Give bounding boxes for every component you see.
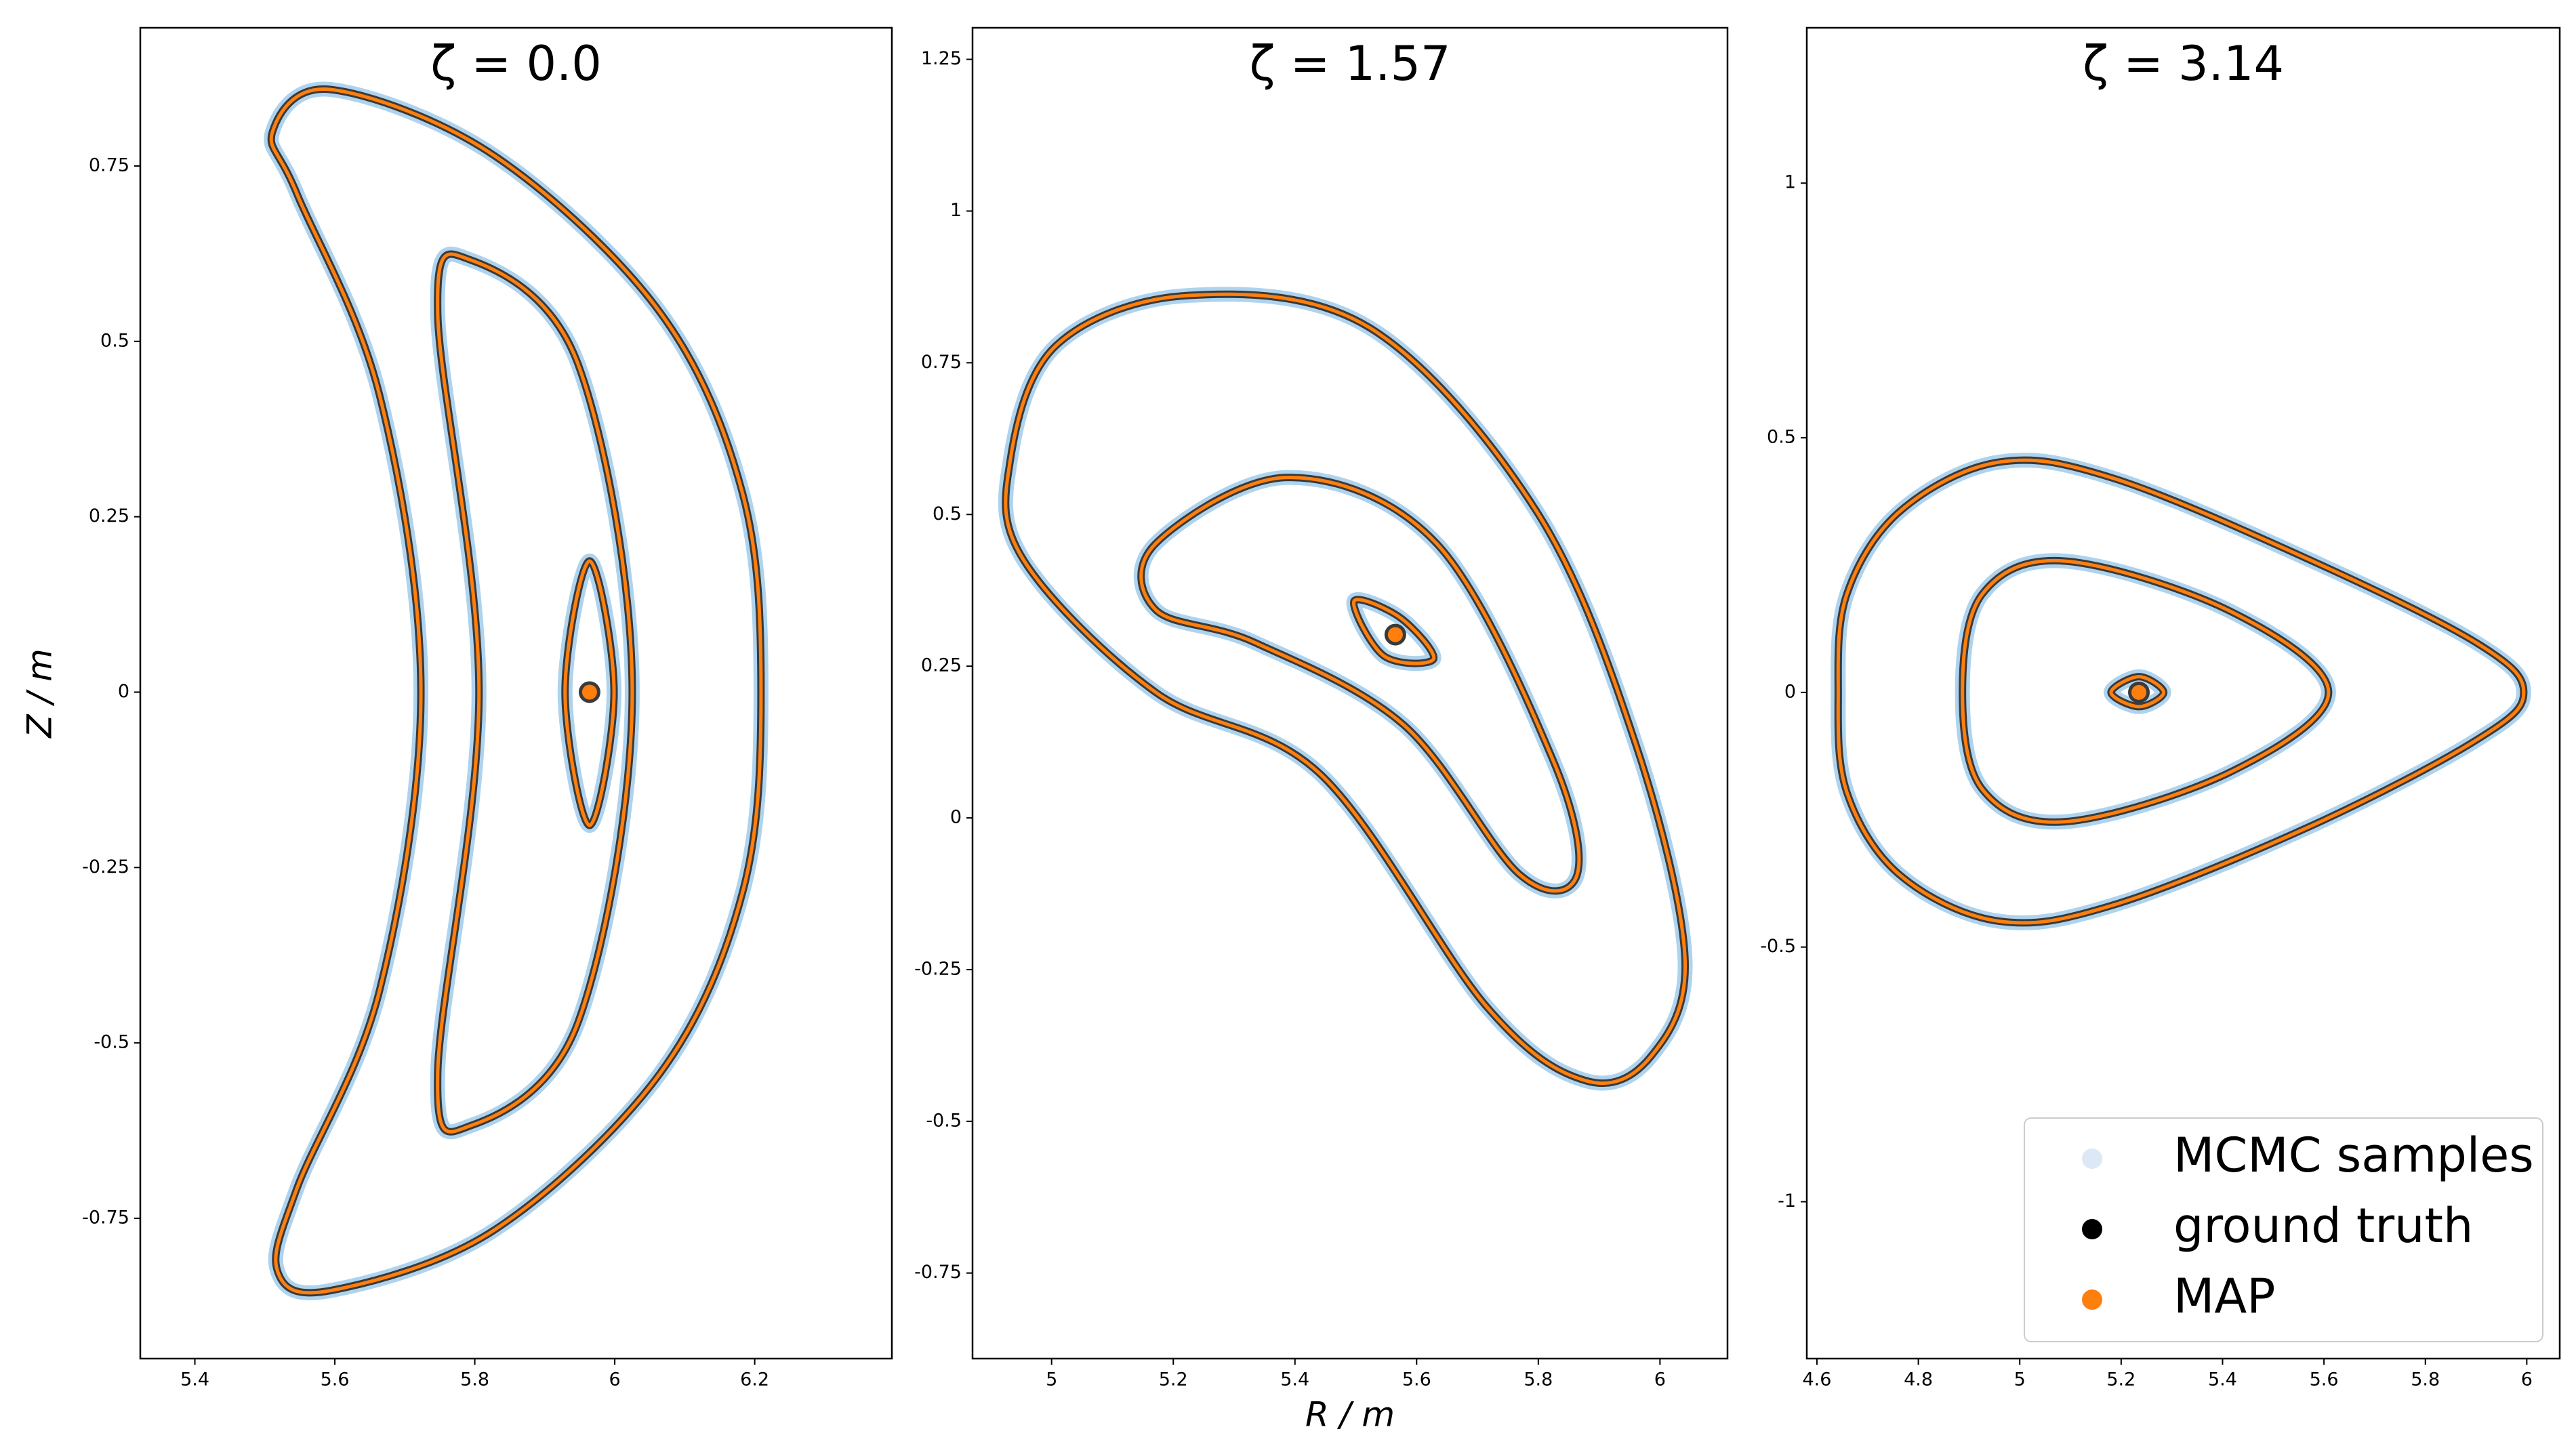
truth-surface bbox=[1834, 456, 2528, 927]
panel-title: ζ = 3.14 bbox=[2083, 36, 2284, 91]
x-tick-label: 5.6 bbox=[321, 1369, 350, 1390]
axes-frame bbox=[1805, 26, 2561, 1360]
plot-area bbox=[1831, 453, 2531, 930]
y-tick-label: 0.75 bbox=[89, 154, 129, 175]
x-tick-label: 6 bbox=[609, 1369, 621, 1390]
x-tick-label: 5 bbox=[2014, 1369, 2026, 1390]
y-tick-label: -0.5 bbox=[1760, 936, 1796, 957]
y-tick-label: -0.5 bbox=[926, 1110, 962, 1131]
legend: MCMC samples ground truth MAP bbox=[2024, 1117, 2543, 1342]
truth-surface bbox=[434, 250, 636, 1136]
map-surface bbox=[269, 87, 763, 1295]
y-tick-label: 1 bbox=[1784, 172, 1796, 193]
y-tick-label: 1 bbox=[950, 200, 962, 221]
map-surface bbox=[563, 559, 616, 827]
legend-marker bbox=[2082, 1149, 2102, 1169]
x-tick-label: 5.6 bbox=[1402, 1369, 1431, 1390]
legend-marker bbox=[2082, 1289, 2102, 1310]
y-tick-label: 0.25 bbox=[89, 505, 129, 526]
plot-area bbox=[264, 81, 769, 1300]
samples-surface bbox=[430, 247, 640, 1140]
map-surface bbox=[1004, 292, 1688, 1086]
y-tick-label: 0.5 bbox=[1767, 427, 1796, 448]
legend-label: ground truth bbox=[2173, 1198, 2473, 1254]
y-tick-label: -0.75 bbox=[82, 1207, 129, 1228]
legend-marker bbox=[2082, 1219, 2102, 1239]
map-surface bbox=[1352, 598, 1436, 665]
x-tick-label: 5 bbox=[1046, 1369, 1057, 1390]
x-tick-label: 6 bbox=[2521, 1369, 2533, 1390]
x-tick-label: 5.8 bbox=[2411, 1369, 2440, 1390]
x-tick-label: 6.2 bbox=[740, 1369, 769, 1390]
map-surface bbox=[2109, 675, 2166, 709]
panel: 5.4 5.6 5.8 6 6.2 -0.75 -0.5 -0.25 0 0.25 0.5 0.75 ζ… bbox=[20, 26, 893, 1390]
x-tick-label: 4.8 bbox=[1904, 1369, 1933, 1390]
x-tick-label: 5.2 bbox=[2106, 1369, 2135, 1390]
x-tick-label: 6 bbox=[1654, 1369, 1666, 1390]
y-axis-label: Z / m bbox=[20, 648, 60, 739]
y-tick-label: 0 bbox=[1784, 681, 1796, 702]
axis-point-map bbox=[2131, 684, 2147, 700]
y-tick-label: 0 bbox=[118, 681, 129, 702]
truth-surface bbox=[267, 85, 765, 1297]
panel-title: ζ = 1.57 bbox=[1249, 36, 1450, 91]
map-surface bbox=[1139, 476, 1581, 893]
axis-point-map bbox=[1387, 627, 1403, 642]
x-tick-label: 4.6 bbox=[1802, 1369, 1831, 1390]
y-tick-label: -0.5 bbox=[94, 1032, 129, 1053]
y-tick-label: -0.75 bbox=[914, 1262, 962, 1283]
legend-label: MAP bbox=[2173, 1268, 2276, 1324]
y-tick-label: -0.25 bbox=[82, 856, 129, 877]
x-tick-label: 5.4 bbox=[2208, 1369, 2237, 1390]
axes-frame bbox=[139, 26, 893, 1360]
map-surface bbox=[1961, 558, 2331, 824]
x-tick-label: 5.8 bbox=[460, 1369, 489, 1390]
map-surface bbox=[1836, 458, 2526, 925]
y-tick-label: 0.5 bbox=[933, 503, 962, 524]
samples-surface bbox=[1831, 453, 2531, 930]
y-tick-label: 0.5 bbox=[100, 330, 129, 351]
y-tick-label: 0.25 bbox=[921, 655, 962, 676]
axis-point-map bbox=[581, 684, 597, 700]
y-tick-label: -1 bbox=[1778, 1191, 1796, 1212]
panel-title: ζ = 0.0 bbox=[430, 36, 602, 91]
panel: 5 5.2 5.4 5.6 5.8 6 -0.75 -0.5 -0.25 0 0.25 0.5 0.75… bbox=[914, 26, 1729, 1434]
y-tick-label: 1.25 bbox=[921, 48, 962, 69]
x-tick-label: 5.8 bbox=[1524, 1369, 1553, 1390]
map-surface bbox=[436, 252, 634, 1134]
legend-label: MCMC samples bbox=[2173, 1128, 2534, 1183]
axes-frame bbox=[971, 26, 1729, 1360]
x-tick-label: 5.2 bbox=[1159, 1369, 1188, 1390]
y-tick-label: -0.25 bbox=[914, 958, 962, 979]
x-tick-label: 5.4 bbox=[1280, 1369, 1309, 1390]
samples-surface bbox=[264, 81, 769, 1300]
x-tick-label: 5.6 bbox=[2310, 1369, 2339, 1390]
y-tick-label: 0 bbox=[950, 807, 962, 828]
y-tick-label: 0.75 bbox=[921, 352, 962, 373]
panel: 4.6 4.8 5 5.2 5.4 5.6 5.8 6 -1 -0.5 0 0.5 1 ζ = 3.14 M… bbox=[1760, 26, 2561, 1390]
legend-box bbox=[2024, 1117, 2543, 1342]
x-tick-label: 5.4 bbox=[180, 1369, 209, 1390]
plot-area bbox=[998, 287, 1693, 1091]
x-axis-label: R / m bbox=[1305, 1395, 1395, 1434]
